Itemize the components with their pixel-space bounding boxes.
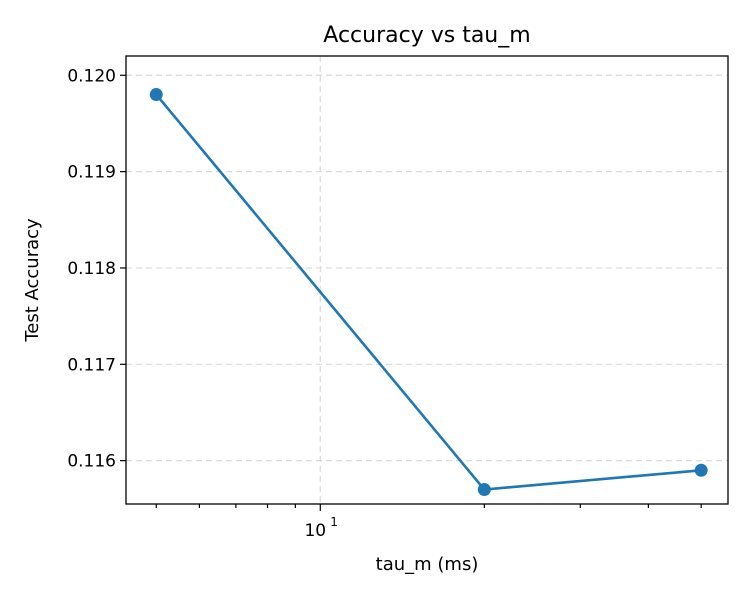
y-tick-label: 0.119 [67,163,116,183]
series-line [155,93,702,491]
chart-title: Accuracy vs tau_m [323,23,530,48]
y-tick-label: 0.117 [67,355,116,375]
plot-frame [125,55,729,505]
x-tick-label: 10 [304,521,326,541]
grid-layer [126,56,728,504]
x-axis-label: tau_m (ms) [376,554,479,575]
tick-layer: 0.116 0.117 0.118 0.119 0.120 10 1 [67,66,702,541]
data-point [149,88,163,102]
x-tick-label-exponent: 1 [330,515,338,529]
y-tick-label: 0.120 [67,66,116,86]
data-point [477,483,491,497]
y-tick-label: 0.118 [67,259,116,279]
y-tick-label: 0.116 [67,452,116,472]
data-point [694,463,708,477]
y-axis-label: Test Accuracy [22,218,43,343]
series-layer [149,88,708,497]
